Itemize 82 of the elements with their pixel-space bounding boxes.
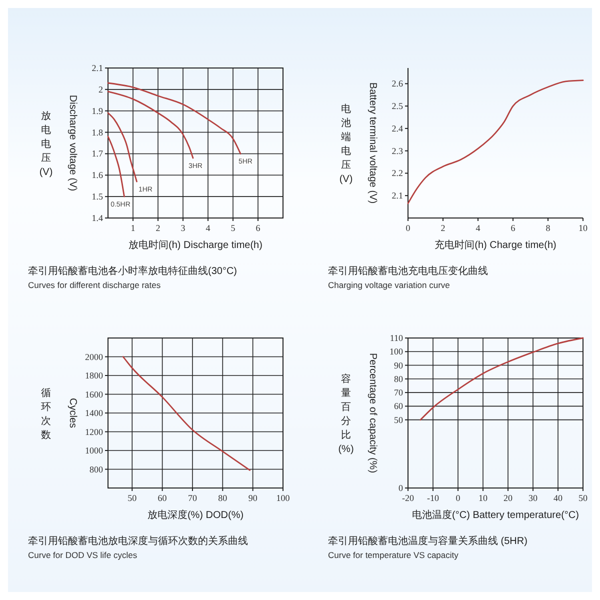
x-tick-label: 100 bbox=[276, 493, 290, 503]
text: Curve for temperature VS capacity bbox=[328, 550, 460, 560]
x-axis-title: 充电时间(h) Charge time(h) bbox=[434, 239, 556, 251]
y-tick-label: 0 bbox=[398, 483, 404, 493]
y-axis-title: Battery terminal voltage (V) bbox=[367, 82, 378, 204]
x-tick-label: 60 bbox=[158, 493, 168, 503]
y-tick-label: 1.4 bbox=[92, 213, 104, 223]
x-tick-label: 20 bbox=[504, 493, 513, 503]
x-axis-title: 电池温度(°C) Battery temperature(°C) bbox=[412, 509, 579, 521]
line-series bbox=[107, 112, 138, 182]
y-tick-label: 2.4 bbox=[392, 123, 404, 134]
y-tick-label: 1600 bbox=[85, 389, 104, 400]
x-tick-label: 6 bbox=[510, 223, 516, 233]
x-tick-label: -10 bbox=[427, 493, 440, 503]
x-tick-label: 4 bbox=[476, 223, 481, 233]
y-tick-label: 1200 bbox=[85, 426, 104, 437]
line-series bbox=[122, 356, 251, 471]
line-series bbox=[107, 136, 125, 198]
y-tick-label: 110 bbox=[390, 333, 404, 343]
x-tick-label: 2 bbox=[440, 223, 446, 233]
x-tick-label: 0 bbox=[456, 493, 461, 503]
text: 牵引用铅酸蓄电池充电电压变化曲线 bbox=[328, 265, 488, 277]
y-tick-label: 2 bbox=[98, 84, 103, 94]
y-tick-label: 2.3 bbox=[392, 146, 404, 156]
x-tick-label: 90 bbox=[248, 493, 258, 503]
y-axis-title: Cycles bbox=[67, 398, 78, 428]
y-axis-title: Percentage of capacity (%) bbox=[367, 352, 378, 474]
x-tick-label: 2 bbox=[156, 223, 160, 233]
x-tick-label: 6 bbox=[256, 223, 261, 233]
y-tick-label: 1400 bbox=[85, 408, 104, 418]
text: 放电电压(V) bbox=[39, 111, 53, 178]
y-tick-label: 50 bbox=[394, 414, 404, 425]
text: Charging voltage variation curve bbox=[328, 280, 450, 290]
y-tick-label: 1.7 bbox=[92, 148, 104, 159]
x-axis-title: 放电深度(%) DOD(%) bbox=[147, 509, 244, 521]
text: Curves for different discharge rates bbox=[28, 280, 161, 290]
x-tick-label: 8 bbox=[546, 223, 551, 233]
y-tick-label: 2.6 bbox=[392, 78, 404, 89]
x-tick-label: -20 bbox=[402, 493, 414, 503]
y-tick-label: 800 bbox=[90, 464, 104, 474]
x-tick-label: 3 bbox=[180, 223, 186, 233]
y-tick-label: 70 bbox=[394, 388, 404, 398]
x-tick-label: 5 bbox=[230, 223, 236, 233]
y-tick-label: 1000 bbox=[85, 446, 104, 456]
y-axis-title: Discharge voltage (V) bbox=[67, 94, 78, 192]
line-series bbox=[107, 82, 242, 154]
y-tick-label: 1.6 bbox=[92, 170, 104, 180]
x-tick-label: 40 bbox=[554, 493, 563, 503]
line-series bbox=[107, 90, 194, 159]
y-tick-label: 2.1 bbox=[392, 190, 403, 201]
x-tick-label: 0 bbox=[406, 223, 411, 233]
x-tick-label: 10 bbox=[578, 223, 588, 233]
x-tick-label: 10 bbox=[478, 493, 488, 503]
text: 牵引用铅酸蓄电池放电深度与循环次数的关系曲线 bbox=[28, 535, 248, 547]
y-tick-label: 2.5 bbox=[392, 101, 404, 112]
line-series bbox=[407, 80, 584, 204]
text: 牵引用铅酸蓄电池温度与容量关系曲线 (5HR) bbox=[328, 535, 528, 547]
x-tick-label: 1 bbox=[130, 223, 136, 233]
y-tick-label: 90 bbox=[394, 360, 404, 370]
x-tick-label: 4 bbox=[206, 223, 211, 233]
y-tick-label: 2000 bbox=[85, 352, 104, 362]
x-tick-label: 50 bbox=[128, 493, 138, 503]
y-tick-label: 100 bbox=[390, 346, 404, 357]
y-tick-label: 2.1 bbox=[92, 63, 103, 73]
text: 牵引用铅酸蓄电池各小时率放电特征曲线(30°C) bbox=[28, 265, 238, 277]
x-tick-label: 80 bbox=[218, 493, 228, 503]
text: 容量百分比(%) bbox=[338, 373, 354, 455]
x-tick-label: 70 bbox=[188, 493, 198, 503]
x-tick-label: 50 bbox=[578, 493, 588, 503]
y-tick-label: 1.5 bbox=[92, 192, 104, 202]
line-series bbox=[420, 337, 584, 421]
y-tick-label: 1800 bbox=[85, 370, 104, 380]
y-tick-label: 1.8 bbox=[92, 127, 104, 138]
y-tick-label: 2.2 bbox=[392, 168, 403, 178]
text: 循环次数 bbox=[41, 388, 51, 441]
x-axis-title: 放电时间(h) Discharge time(h) bbox=[128, 239, 262, 251]
y-tick-label: 60 bbox=[394, 401, 404, 412]
y-tick-label: 80 bbox=[394, 374, 404, 384]
text: 电池端电压(V) bbox=[339, 103, 353, 185]
y-tick-label: 1.9 bbox=[92, 106, 104, 116]
x-tick-label: 30 bbox=[528, 493, 538, 503]
text: Curve for DOD VS life cycles bbox=[28, 550, 138, 560]
